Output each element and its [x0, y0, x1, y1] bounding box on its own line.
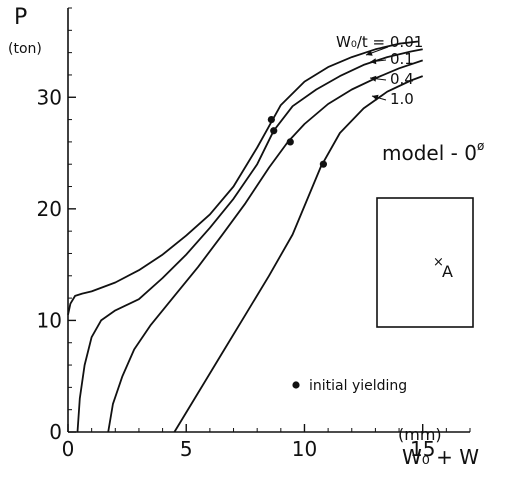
yield-point-2 [286, 138, 294, 146]
series-line-2 [107, 59, 423, 433]
series-line-3 [173, 75, 424, 433]
series-arrowhead-0 [366, 50, 373, 56]
yield-point-1 [270, 127, 278, 135]
yield-point-0 [267, 115, 275, 124]
model-label: model - 0ø [382, 139, 484, 165]
point-marker: × [433, 255, 444, 270]
legend-marker [292, 381, 300, 389]
series-label-2: 0.4 [390, 70, 414, 88]
y-tick-label: 10 [37, 308, 62, 332]
x-tick-label: 15 [410, 437, 435, 461]
series-line-1 [76, 48, 423, 433]
series-labels: W₀/t = 0.010.1 0.4 1.0 [336, 33, 423, 108]
series-arrowhead-2 [370, 75, 377, 82]
x-tick-label: 0 [62, 437, 75, 461]
y-tick-label: 0 [49, 420, 62, 444]
point-label: A [442, 262, 453, 281]
series-label-3: 1.0 [390, 90, 414, 108]
yield-points [267, 115, 327, 168]
y-axis-label: P [14, 5, 27, 30]
series-label-0: W₀/t = 0.01 [336, 33, 423, 51]
yield-point-3 [319, 160, 327, 168]
y-axis-unit: (ton) [8, 41, 42, 57]
series-lines [67, 40, 424, 433]
series-label-1: 0.1 [390, 50, 414, 68]
y-tick-label: 30 [37, 85, 62, 109]
x-tick-label: 5 [180, 437, 193, 461]
x-tick-label: 10 [292, 437, 317, 461]
axes [67, 8, 470, 433]
x-axis-label: W₀ + W [402, 445, 479, 469]
series-line-0 [67, 40, 419, 315]
x-axis-unit: (mm) [398, 425, 442, 444]
series-arrowhead-3 [372, 94, 379, 101]
tick-marks: 0 5 10 15 0 10 20 30 [37, 7, 471, 461]
y-tick-label: 20 [37, 197, 62, 221]
legend-text: initial yielding [309, 378, 407, 394]
model-square [376, 197, 474, 328]
series-arrowhead-1 [370, 58, 377, 65]
